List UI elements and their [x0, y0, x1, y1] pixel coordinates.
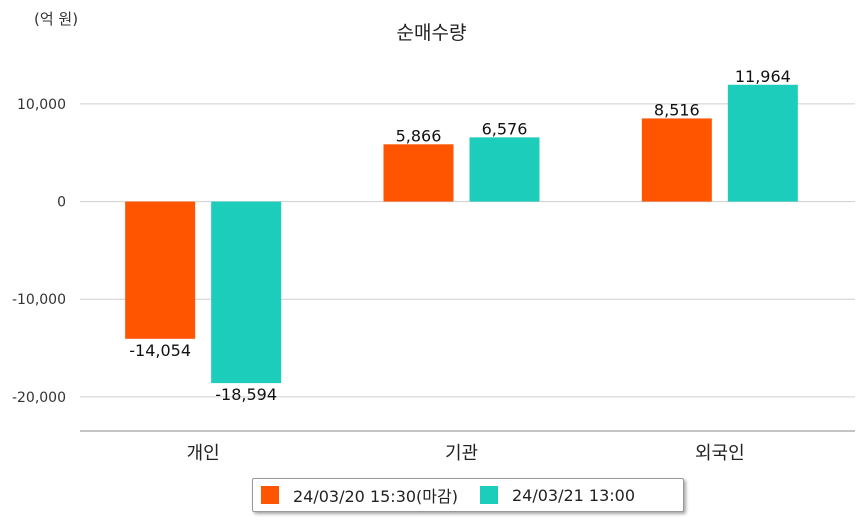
legend-swatch-series-1 [261, 486, 279, 504]
data-label: 5,866 [396, 126, 442, 145]
bar [125, 201, 196, 339]
data-label: -14,054 [129, 341, 191, 360]
data-label: -18,594 [215, 385, 277, 404]
x-tick-label: 외국인 [695, 443, 745, 464]
data-label: 6,576 [482, 119, 528, 138]
x-tick-label: 개인 [187, 443, 220, 464]
bar [383, 144, 454, 202]
chart-title: 순매수량 [396, 22, 467, 44]
legend-label-series-2: 24/03/21 13:00 [511, 485, 636, 505]
y-tick-label: -10,000 [12, 292, 66, 308]
unit-label: (억 원) [34, 10, 79, 28]
bar [641, 118, 712, 202]
legend-swatch-series-2 [479, 486, 498, 504]
y-tick-label: 0 [57, 195, 66, 211]
legend: 24/03/20 15:30(마감) 24/03/21 13:00 [252, 478, 684, 512]
y-tick-label: -20,000 [12, 390, 66, 406]
data-label: 11,964 [735, 67, 791, 86]
bar [211, 201, 282, 384]
legend-item-series-2[interactable]: 24/03/21 13:00 [479, 485, 636, 505]
data-label: 8,516 [654, 100, 700, 119]
x-tick-label: 기관 [445, 443, 478, 464]
bar [469, 137, 540, 202]
legend-item-series-1[interactable]: 24/03/20 15:30(마감) [261, 483, 458, 507]
y-tick-label: 10,000 [17, 97, 66, 113]
bar [727, 84, 798, 202]
legend-label-series-1: 24/03/20 15:30(마감) [293, 487, 458, 506]
